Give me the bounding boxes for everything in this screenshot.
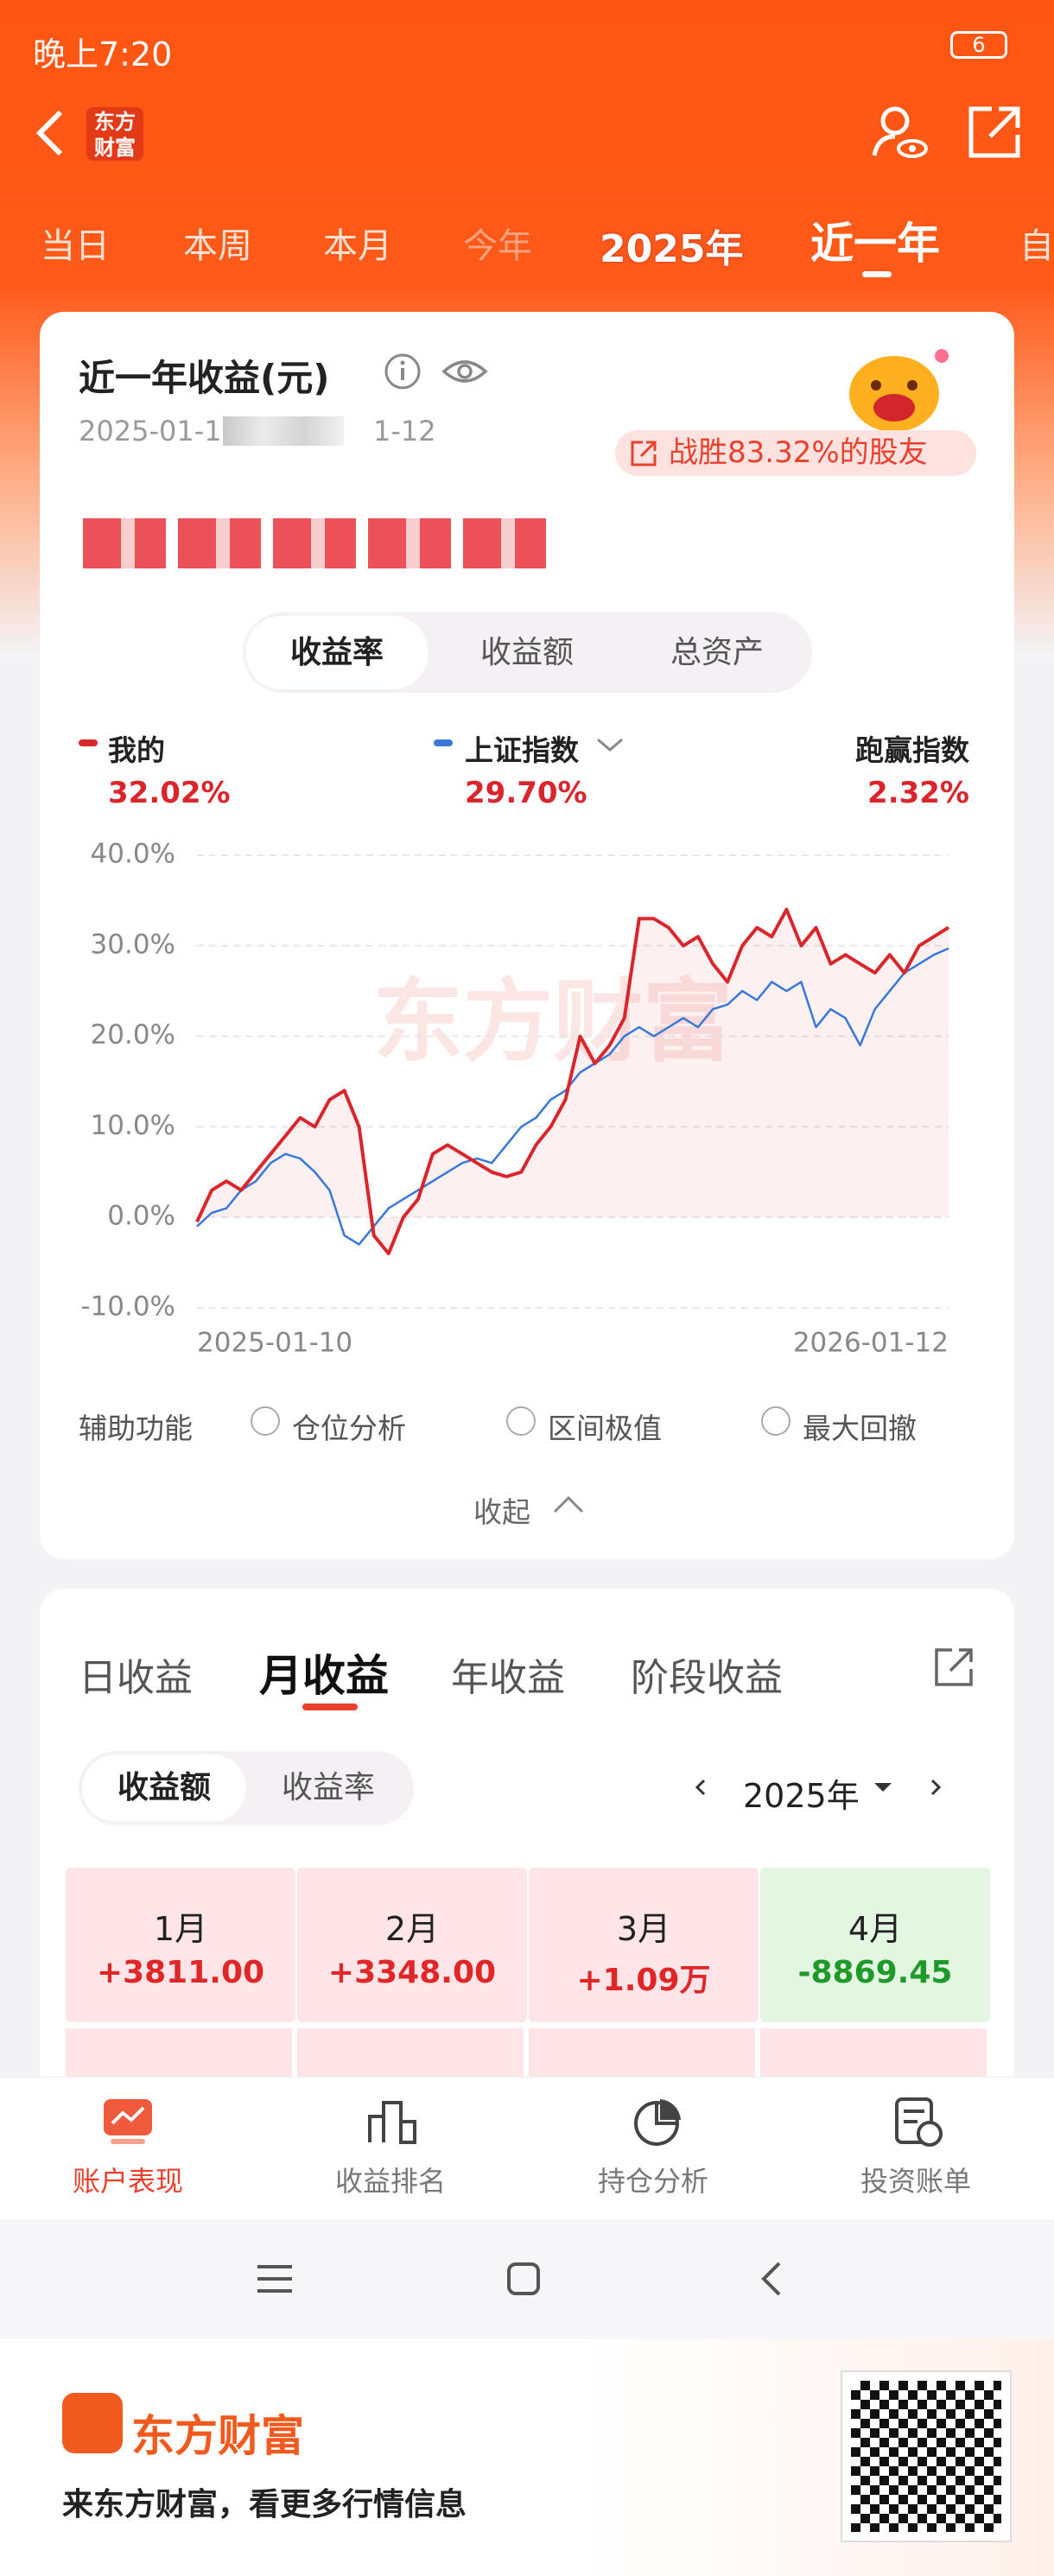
footer-brand: 东方财富 <box>131 2411 304 2461</box>
info-icons[interactable] <box>384 352 496 392</box>
nav-icon[interactable] <box>892 2096 943 2148</box>
month-label: 4月 <box>848 1910 903 1948</box>
tool-label[interactable]: 最大回撤 <box>803 1412 917 1445</box>
collapse-icon[interactable] <box>551 1493 586 1515</box>
home-button[interactable] <box>506 2262 541 2296</box>
nav-label[interactable]: 收益排名 <box>334 2165 446 2198</box>
tool-label[interactable]: 区间极值 <box>548 1412 662 1445</box>
line <box>195 907 950 1256</box>
period-tab[interactable]: 当日 <box>41 226 110 266</box>
legend-label[interactable]: 上证指数 <box>465 733 579 767</box>
collapse[interactable]: 收起 <box>473 1495 530 1529</box>
x-tick-label: 2026-01-12 <box>793 1328 949 1359</box>
value-toggle-option[interactable]: 收益额 <box>82 1754 246 1822</box>
line-chart: 东方财富 -10.0% 0.0% 10.0% 20.0% 30.0% 40.0% 2025-0… <box>80 839 950 1359</box>
y-tick-label: -10.0% <box>80 1291 175 1323</box>
mode-tab[interactable]: 总资产 <box>670 635 764 670</box>
share-icon[interactable] <box>966 104 1023 161</box>
mode-tab[interactable]: 收益额 <box>479 635 574 670</box>
month-value: -8869.45 <box>797 1955 953 1990</box>
month-label: 2月 <box>384 1910 440 1948</box>
tab-underline <box>862 271 892 277</box>
nav-icon[interactable] <box>102 2097 154 2146</box>
dropdown-icon[interactable] <box>596 736 624 753</box>
nav-label[interactable]: 持仓分析 <box>597 2165 708 2198</box>
legend-swatch <box>434 739 453 746</box>
menu-button[interactable] <box>256 2263 294 2294</box>
month-row <box>66 2028 990 2077</box>
date-start: 2025-01-1 <box>79 415 222 447</box>
nav-label[interactable]: 投资账单 <box>860 2165 971 2198</box>
profit-tab[interactable]: 阶段收益 <box>631 1656 783 1700</box>
year-dropdown[interactable] <box>873 1780 893 1797</box>
y-tick-label: 20.0% <box>91 1019 175 1050</box>
nav-icon[interactable] <box>631 2096 683 2148</box>
month-value: +3348.00 <box>327 1955 497 1990</box>
watermark: 东方财富 <box>373 968 733 1074</box>
battery: 6 <box>950 31 1007 59</box>
prev-year[interactable] <box>688 1774 714 1800</box>
month-value: +3811.00 <box>96 1955 265 1990</box>
tool-radio[interactable] <box>251 1406 280 1436</box>
month-cell[interactable]: 2月 +3348.00 <box>297 1868 527 2022</box>
card-title: 近一年收益(元) <box>79 357 330 399</box>
system-nav <box>0 2219 1054 2339</box>
nav-label[interactable]: 账户表现 <box>72 2165 183 2198</box>
period-tab[interactable]: 自 <box>1019 226 1054 266</box>
legend-label: 我的 <box>108 733 165 767</box>
y-tick-label: 30.0% <box>91 929 175 960</box>
profit-tab[interactable]: 年收益 <box>451 1656 565 1700</box>
line <box>196 947 949 1246</box>
month-label: 3月 <box>616 1910 671 1948</box>
back-key[interactable] <box>759 2260 784 2298</box>
status-time: 晚上7:20 <box>33 35 173 73</box>
y-tick-label: 10.0% <box>91 1110 175 1141</box>
blurred-amount <box>83 518 558 568</box>
badge-icon <box>631 441 657 466</box>
footer-slogan: 来东方财富，看更多行情信息 <box>62 2487 467 2522</box>
tool-label[interactable]: 仓位分析 <box>292 1412 406 1445</box>
excess-value: 2.32% <box>867 776 969 810</box>
date-end: 1-12 <box>373 415 436 447</box>
qr-code <box>841 2370 1012 2542</box>
blurred-date <box>223 416 344 446</box>
period-tab[interactable]: 本月 <box>323 226 392 266</box>
period-tab[interactable]: 近一年 <box>810 219 940 269</box>
month-cell[interactable]: 4月 -8869.45 <box>760 1868 990 2022</box>
tool-radio[interactable] <box>506 1406 536 1436</box>
logo: 东方财富 <box>86 107 143 161</box>
tab-underline <box>302 1704 358 1710</box>
month-cell[interactable]: 3月 +1.09万 <box>529 1868 759 2022</box>
month-value: +1.09万 <box>576 1963 711 1998</box>
month-label: 1月 <box>153 1910 208 1948</box>
period-tab[interactable]: 今年 <box>463 226 532 266</box>
nav-icon[interactable] <box>366 2097 420 2146</box>
profit-tab[interactable]: 日收益 <box>79 1656 193 1700</box>
mode-tab[interactable]: 收益率 <box>246 616 428 689</box>
next-year[interactable] <box>923 1774 949 1800</box>
bottom-nav <box>0 2077 1054 2219</box>
profit-tab[interactable]: 月收益 <box>259 1651 389 1701</box>
legend-value: 32.02% <box>108 776 231 810</box>
period-tab[interactable]: 2025年 <box>600 227 744 271</box>
beat-badge[interactable]: 战胜83.32%的股友 <box>615 430 976 476</box>
legend-value: 29.70% <box>465 776 587 810</box>
privacy-icon[interactable] <box>869 102 930 162</box>
excess-label: 跑赢指数 <box>855 733 969 767</box>
share-icon[interactable] <box>931 1645 976 1690</box>
back-button[interactable] <box>35 109 69 157</box>
tool-radio[interactable] <box>761 1406 790 1436</box>
footer-logo <box>62 2393 123 2453</box>
mascot <box>849 349 949 432</box>
tools-label: 辅助功能 <box>79 1412 193 1445</box>
y-tick-label: 40.0% <box>91 839 175 870</box>
y-tick-label: 0.0% <box>107 1201 175 1232</box>
x-tick-label: 2025-01-10 <box>197 1328 352 1359</box>
month-cell[interactable]: 1月 +3811.00 <box>66 1868 295 2022</box>
year[interactable]: 2025年 <box>743 1777 860 1815</box>
period-tab[interactable]: 本周 <box>183 226 252 266</box>
value-toggle-option[interactable]: 收益率 <box>281 1770 375 1805</box>
legend-swatch <box>79 739 98 746</box>
